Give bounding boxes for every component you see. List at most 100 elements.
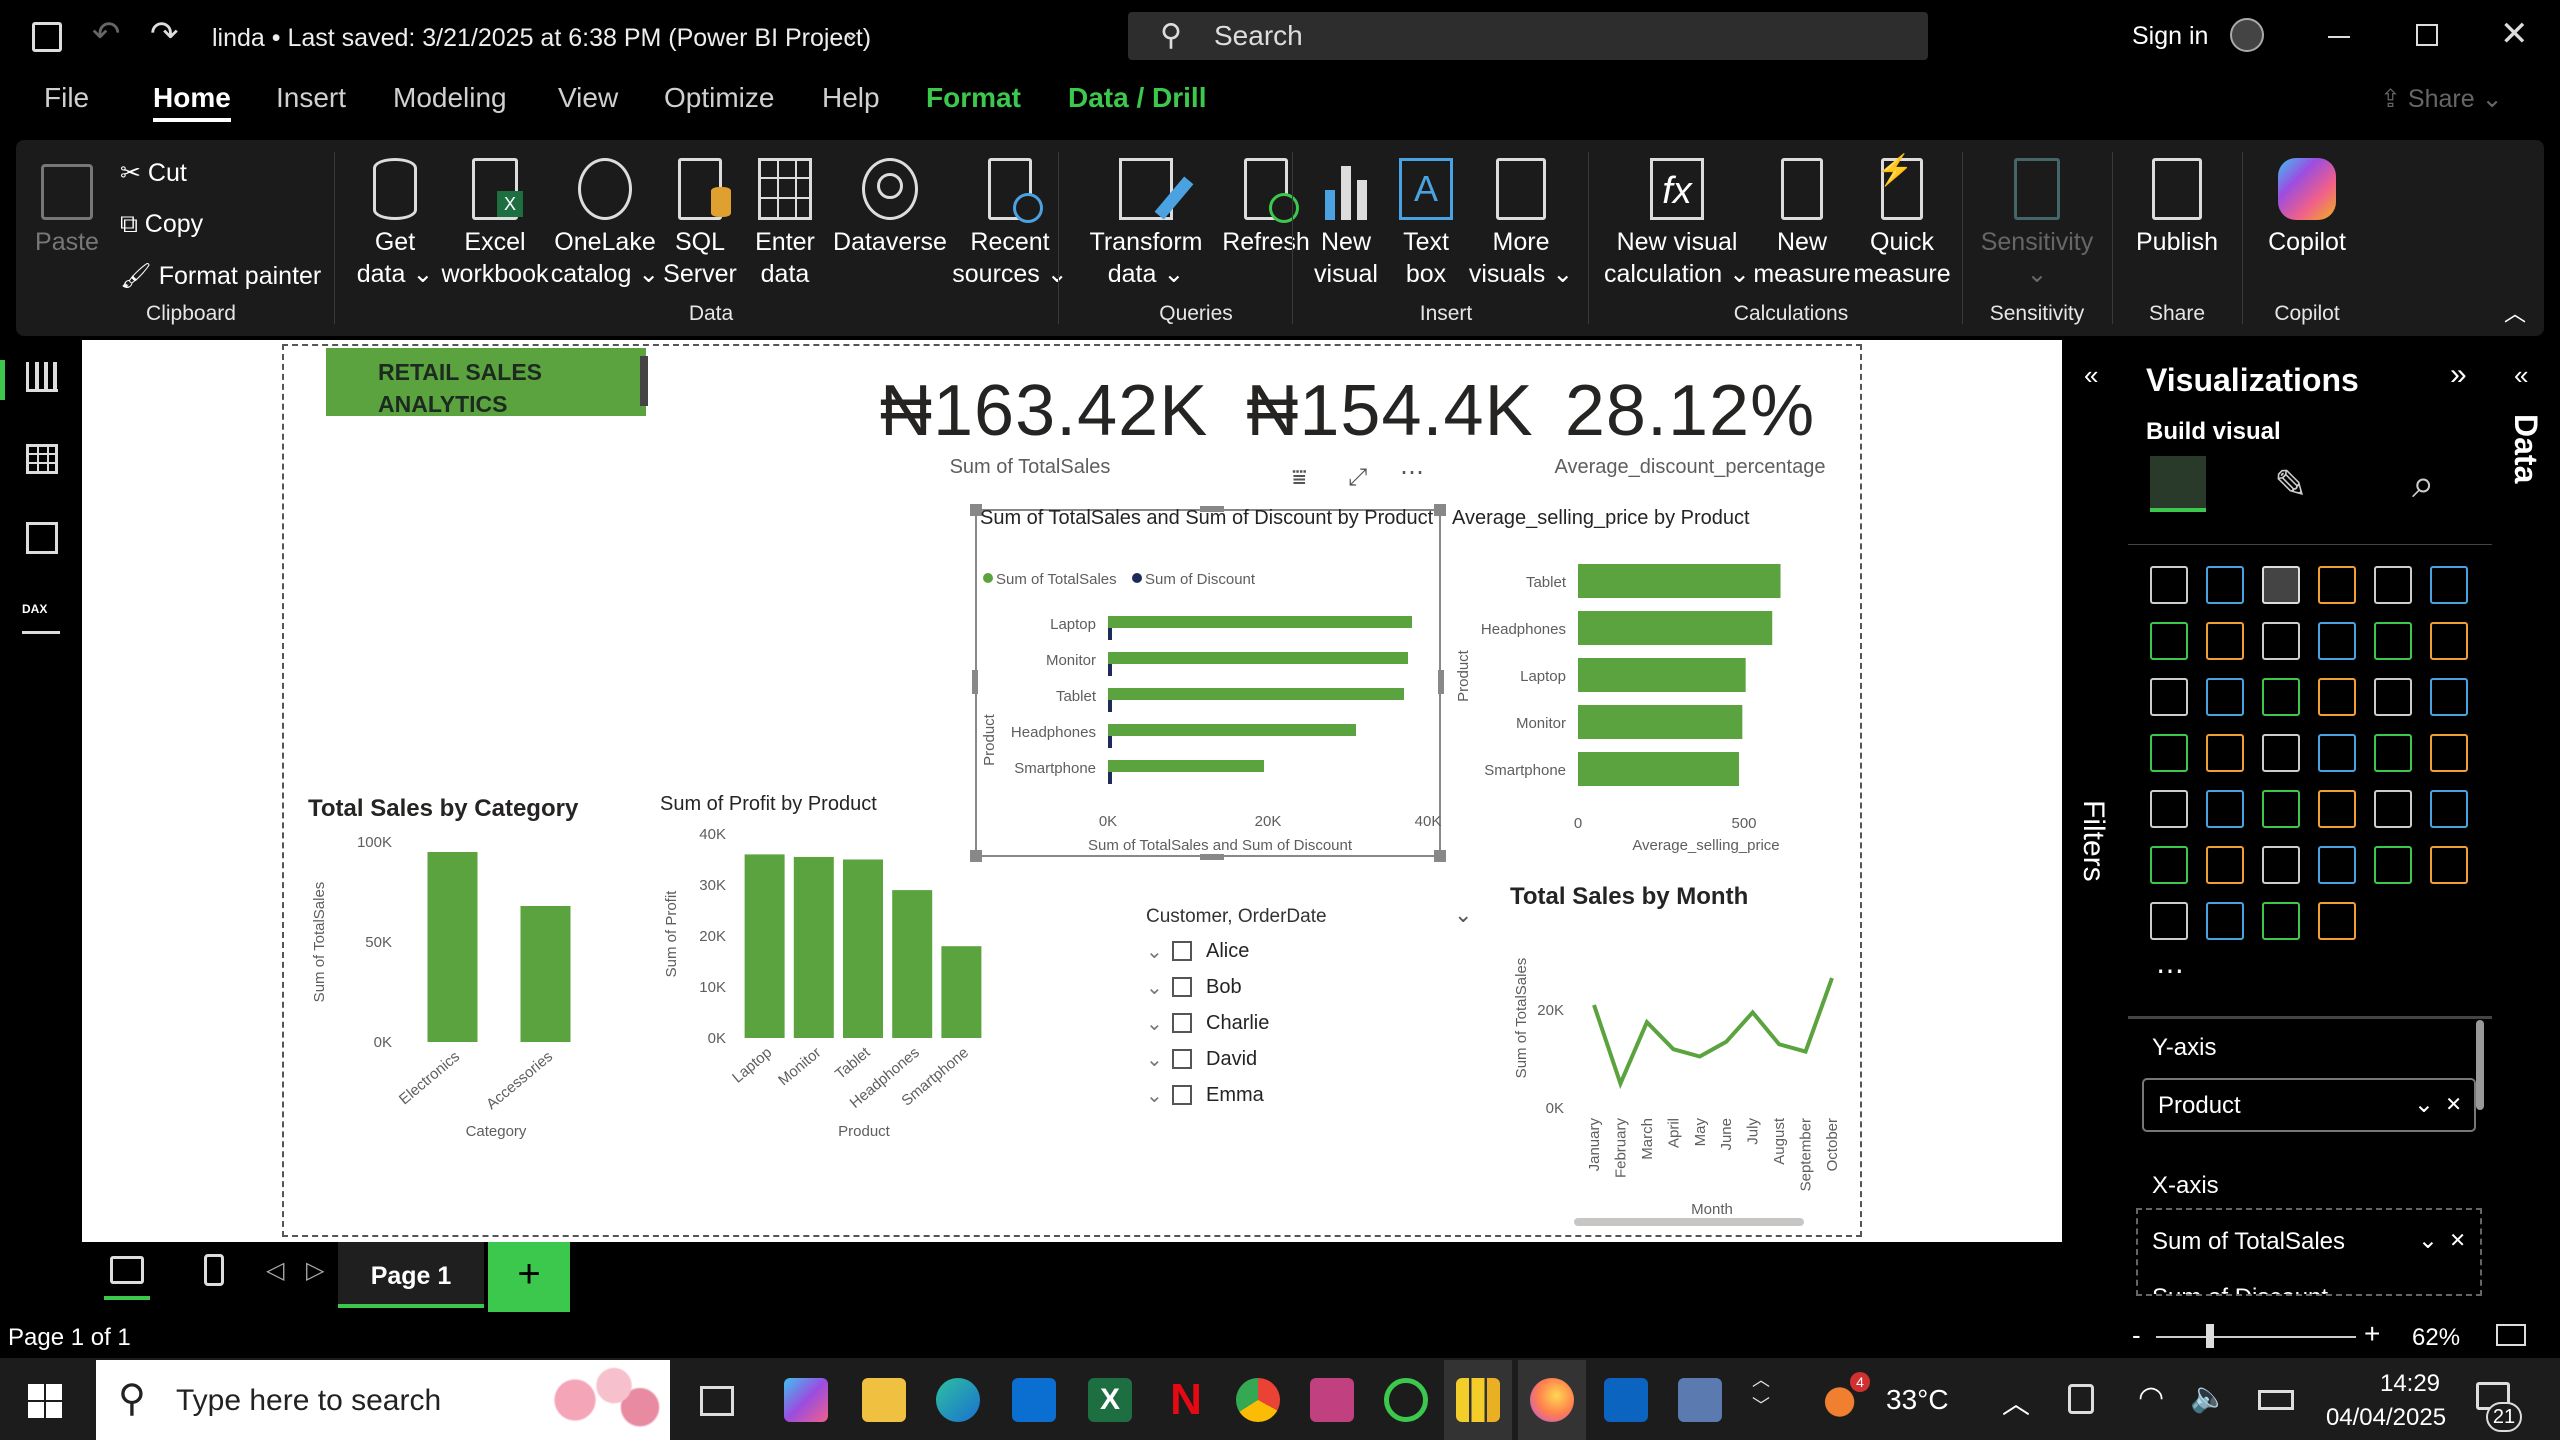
desktop-layout-icon[interactable] (110, 1256, 144, 1284)
redo-icon[interactable]: ↷ (150, 15, 179, 53)
recent-sources-button[interactable]: Recent sources ⌄ (950, 140, 1070, 300)
visual-type-icon[interactable] (2206, 622, 2244, 660)
horizontal-scrollbar[interactable] (1574, 1218, 1804, 1226)
build-visual-tab-icon[interactable] (2150, 456, 2206, 512)
visual-type-icon[interactable] (2262, 902, 2300, 940)
snipping-tool-icon[interactable] (1310, 1378, 1354, 1422)
minimize-button[interactable] (2328, 36, 2350, 38)
visual-type-icon[interactable] (2318, 846, 2356, 884)
expand-filters-icon[interactable]: « (2084, 360, 2099, 390)
collapse-viz-icon[interactable]: » (2450, 358, 2467, 391)
meet-now-icon[interactable] (2068, 1384, 2094, 1414)
tab-modeling[interactable]: Modeling (393, 82, 507, 113)
visual-type-icon[interactable] (2430, 678, 2468, 716)
format-visual-tab-icon[interactable]: ✎ (2274, 463, 2308, 507)
chevron-down-icon[interactable]: ⌄ (2413, 1091, 2434, 1118)
visual-type-icon[interactable] (2430, 734, 2468, 772)
remote-desktop-icon[interactable] (1678, 1378, 1722, 1422)
visual-type-icon[interactable] (2206, 734, 2244, 772)
get-data-button[interactable]: Get data ⌄ (350, 140, 440, 300)
visual-type-icon[interactable] (2150, 846, 2188, 884)
expand-data-icon[interactable]: « (2514, 360, 2529, 390)
checkbox[interactable] (1172, 1049, 1192, 1069)
tab-view[interactable]: View (558, 82, 619, 113)
visual-type-icon[interactable] (2150, 734, 2188, 772)
new-measure-button[interactable]: New measure (1752, 140, 1852, 300)
checkbox[interactable] (1172, 977, 1192, 997)
copilot-button[interactable]: Copilot (2252, 140, 2362, 300)
battery-icon[interactable] (2258, 1390, 2294, 1410)
task-view-icon[interactable] (700, 1386, 734, 1416)
visual-type-icon[interactable] (2262, 790, 2300, 828)
file-explorer-icon[interactable] (862, 1378, 906, 1422)
card-discount-percentage[interactable]: 28.12% Average_discount_percentage (1540, 370, 1840, 479)
visual-type-icon[interactable] (2150, 622, 2188, 660)
model-view-icon[interactable] (26, 522, 58, 554)
zoom-slider-thumb[interactable] (2206, 1324, 2214, 1348)
volume-icon[interactable]: 🔈 (2190, 1381, 2228, 1414)
visual-type-icon[interactable] (2318, 902, 2356, 940)
onelake-catalog-button[interactable]: OneLake catalog ⌄ (550, 140, 660, 300)
text-box-button[interactable]: A Text box (1386, 140, 1466, 300)
zoom-in-button[interactable]: + (2364, 1318, 2381, 1349)
dataverse-button[interactable]: Dataverse (830, 140, 950, 300)
visual-type-icon[interactable] (2206, 846, 2244, 884)
visual-type-icon[interactable] (2430, 846, 2468, 884)
tab-help[interactable]: Help (822, 82, 880, 113)
show-hidden-icons[interactable]: ︿ (2002, 1388, 2031, 1419)
paste-button[interactable]: Paste (34, 140, 100, 300)
expand-chevron-icon[interactable]: ⌄ (1146, 976, 1163, 999)
visual-type-icon[interactable] (2206, 678, 2244, 716)
next-page-icon[interactable]: ▷ (306, 1257, 325, 1284)
netflix-icon[interactable]: N (1170, 1375, 1202, 1424)
publish-button[interactable]: Publish (2122, 140, 2232, 300)
expand-chevron-icon[interactable]: ⌄ (1146, 1048, 1163, 1071)
chevron-down-icon[interactable]: ⌄ (842, 20, 861, 45)
visual-type-icon[interactable] (2150, 790, 2188, 828)
visual-type-icon[interactable] (2262, 678, 2300, 716)
visual-type-icon[interactable] (2374, 734, 2412, 772)
dax-query-view-icon[interactable]: DAX (22, 602, 60, 634)
visual-type-icon[interactable] (2206, 790, 2244, 828)
page-tab-1[interactable]: Page 1 (338, 1242, 484, 1308)
x-axis-field-discount[interactable]: Sum of Discount (2144, 1274, 2474, 1294)
tab-optimize[interactable]: Optimize (664, 82, 775, 113)
copilot-taskbar-icon[interactable] (784, 1378, 828, 1422)
save-icon[interactable] (32, 22, 62, 52)
checkbox[interactable] (1172, 941, 1192, 961)
edge-icon[interactable] (936, 1378, 980, 1422)
data-pane[interactable]: « Data (2492, 340, 2560, 1340)
share-button[interactable]: ⇪ Share ⌄ (2380, 85, 2503, 113)
close-button[interactable]: ✕ (2500, 15, 2529, 53)
sql-server-button[interactable]: SQL Server (660, 140, 740, 300)
remove-field-icon[interactable]: ✕ (2449, 1230, 2466, 1252)
analytics-tab-icon[interactable]: ⌕ (2412, 462, 2435, 506)
visual-type-icon[interactable] (2262, 846, 2300, 884)
remove-field-icon[interactable]: ✕ (2445, 1094, 2462, 1116)
visual-type-icon[interactable] (2374, 678, 2412, 716)
slicer-item[interactable]: ⌄ Charlie (1146, 1008, 1269, 1038)
filters-pane[interactable]: « Filters (2062, 340, 2128, 1340)
tab-file[interactable]: File (44, 82, 90, 113)
slicer-customer-orderdate[interactable]: Customer, OrderDate ⌄ ⌄ Alice ⌄ Bob ⌄ Charlie… (1146, 902, 1476, 1107)
visual-type-icon[interactable] (2150, 678, 2188, 716)
visual-type-icon[interactable] (2374, 846, 2412, 884)
card-total-discount[interactable]: ₦154.4K (1240, 370, 1540, 452)
visual-type-icon[interactable] (2430, 790, 2468, 828)
firefox-icon[interactable] (1530, 1378, 1574, 1422)
card-total-sales[interactable]: ₦163.42K Sum of TotalSales (880, 370, 1207, 479)
chevron-down-icon[interactable]: ⌄ (2417, 1227, 2438, 1254)
tab-home[interactable]: Home (153, 82, 231, 113)
excel-taskbar-icon[interactable]: X (1088, 1378, 1132, 1422)
focus-mode-icon[interactable]: ⤢ (1348, 464, 1368, 491)
slicer-item[interactable]: ⌄ David (1146, 1044, 1257, 1074)
sensitivity-button[interactable]: Sensitivity ⌄ (1972, 140, 2102, 300)
visual-type-icon[interactable] (2262, 622, 2300, 660)
checkbox[interactable] (1172, 1013, 1192, 1033)
sign-in-link[interactable]: Sign in (2132, 22, 2209, 50)
circle-app-icon[interactable] (1384, 1378, 1428, 1422)
windows-start-icon[interactable] (28, 1384, 62, 1418)
expand-chevron-icon[interactable]: ⌄ (1146, 1012, 1163, 1035)
excel-workbook-button[interactable]: X Excel workbook (440, 140, 550, 300)
visual-type-icon[interactable] (2262, 734, 2300, 772)
